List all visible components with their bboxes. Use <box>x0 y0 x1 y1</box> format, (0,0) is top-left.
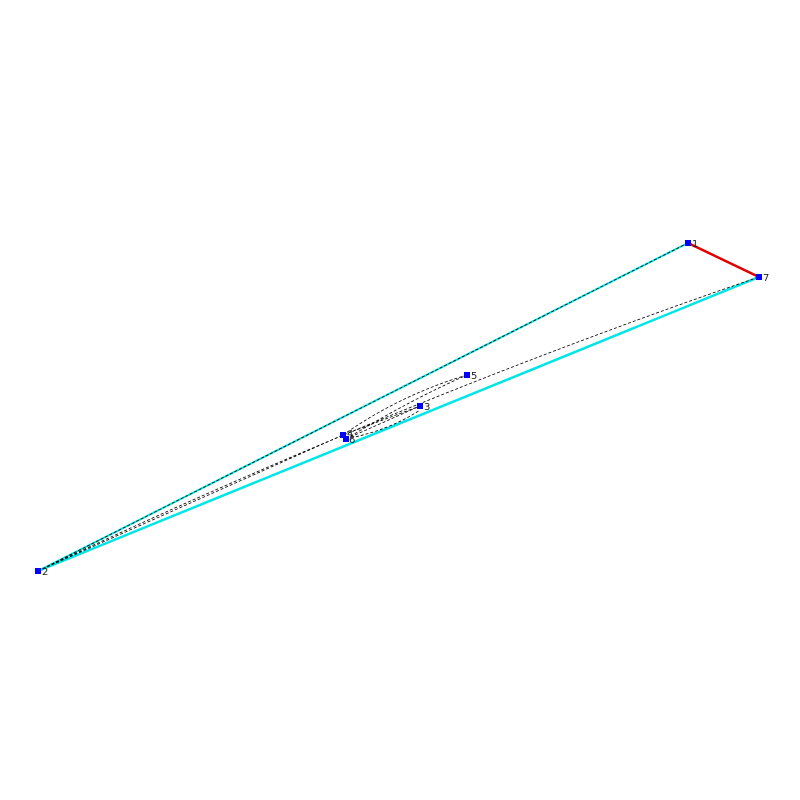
node <box>35 568 41 574</box>
node-label: 7 <box>763 273 769 284</box>
dashed-edge <box>345 405 421 440</box>
dashed-edge <box>345 409 421 440</box>
dashed-edge <box>345 374 468 440</box>
node <box>343 436 349 442</box>
node-label: 2 <box>42 567 48 578</box>
node-label: 3 <box>424 402 430 413</box>
edge <box>37 242 689 572</box>
node-label: 1 <box>692 239 698 250</box>
node <box>340 432 346 438</box>
dashed-edge <box>342 374 468 436</box>
edge <box>687 241 760 279</box>
node-label: 4 <box>347 429 353 440</box>
node <box>756 274 762 280</box>
dashed-edge <box>37 242 689 572</box>
node <box>464 372 470 378</box>
dashed-edge <box>37 276 760 572</box>
node <box>417 403 423 409</box>
dashed-edge <box>342 405 421 436</box>
node <box>685 240 691 246</box>
dashed-edge <box>37 434 344 572</box>
node-label: 5 <box>471 371 477 382</box>
edge <box>37 275 760 573</box>
node-label: 6 <box>349 435 355 446</box>
